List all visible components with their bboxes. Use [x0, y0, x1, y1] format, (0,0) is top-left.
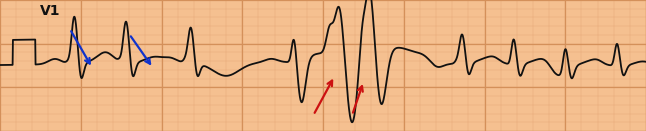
Text: V1: V1 [40, 4, 61, 18]
